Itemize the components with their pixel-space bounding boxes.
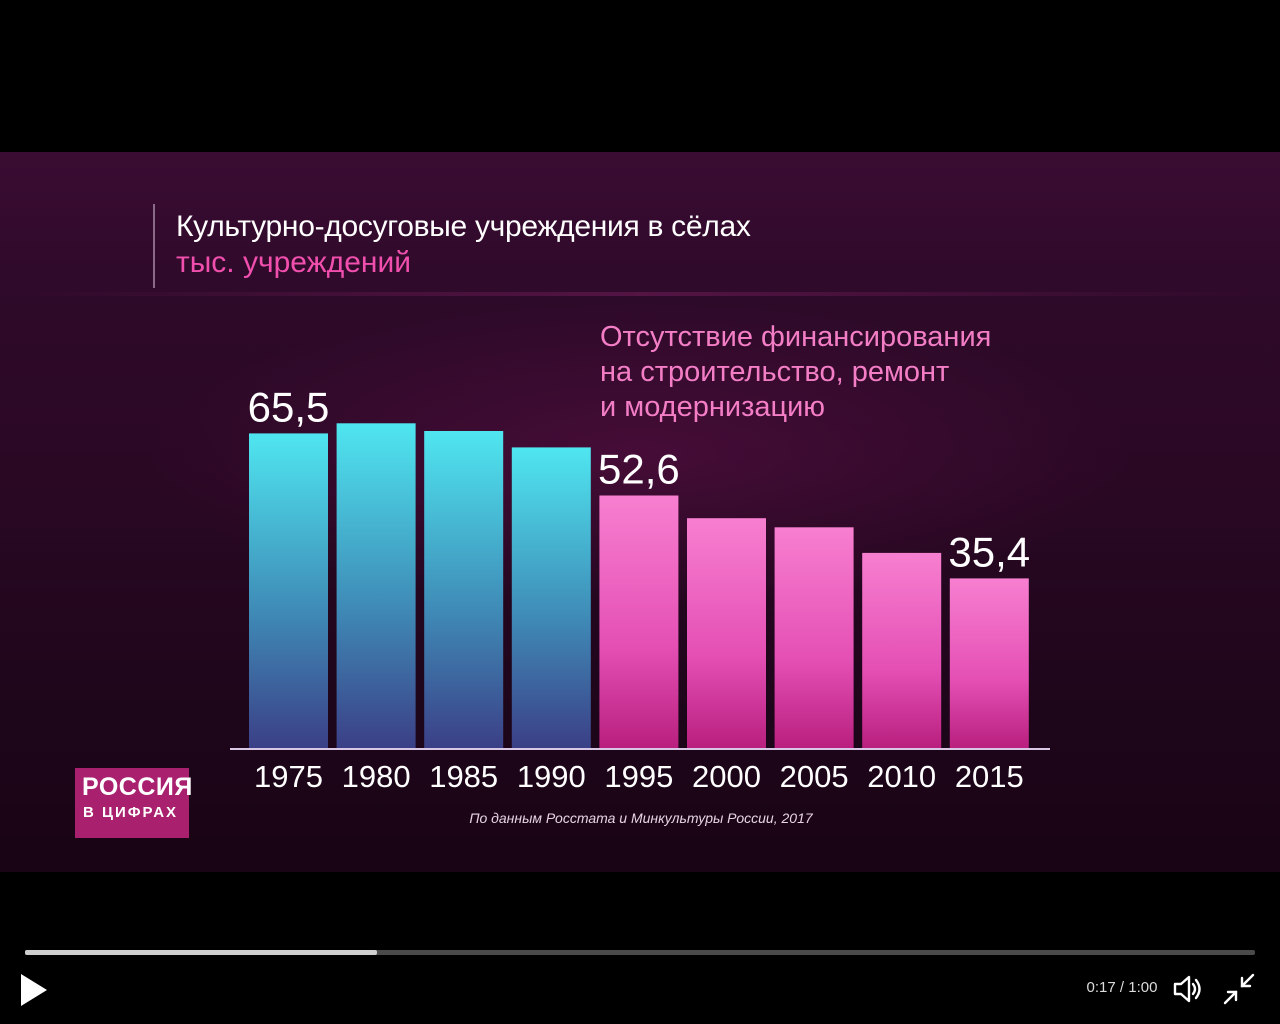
bar-1985	[424, 431, 504, 749]
x-tick-label: 1975	[254, 759, 323, 794]
bar-chart: 65,5 52,6 35,4 1975 1980 1985 1990 1995 2000 200…	[230, 383, 1050, 794]
chart-subtitle: тыс. учреждений	[176, 246, 411, 279]
x-tick-label: 2015	[955, 759, 1024, 794]
volume-button[interactable]	[1172, 972, 1206, 1006]
bar-1980	[336, 423, 416, 749]
progress-bar[interactable]	[25, 950, 1255, 955]
play-button[interactable]	[16, 970, 52, 1010]
annotation-line: на строительство, ремонт	[600, 356, 950, 388]
chart-title: Культурно-досуговые учреждения в сёлах	[176, 210, 751, 243]
title-rule	[153, 204, 155, 288]
annotation-line: Отсутствие финансирования	[600, 321, 992, 353]
logo-line-2: В ЦИФРАХ	[83, 804, 179, 821]
volume-icon	[1173, 975, 1201, 1003]
bar-1995	[599, 495, 679, 749]
bar-1975	[249, 433, 328, 749]
bar-2015	[949, 578, 1029, 749]
data-label: 35,4	[948, 528, 1030, 575]
bar-2010	[862, 552, 942, 749]
logo-line-1: РОССИЯ	[82, 773, 193, 801]
x-tick-label: 2010	[867, 759, 936, 794]
x-tick-label: 2000	[692, 759, 761, 794]
bar-2000	[687, 518, 766, 749]
play-icon	[21, 974, 47, 1006]
x-tick-label: 1985	[429, 759, 498, 794]
exit-fullscreen-button[interactable]	[1222, 972, 1256, 1006]
progress-fill	[25, 950, 377, 955]
source-note: По данным Росстата и Минкультуры России,…	[0, 810, 1280, 826]
x-tick-label: 2005	[780, 759, 849, 794]
x-tick-label: 1980	[342, 759, 411, 794]
bar-1990	[511, 447, 591, 749]
video-frame[interactable]: Культурно-досуговые учреждения в сёлах т…	[0, 152, 1280, 872]
x-tick-label: 1995	[604, 759, 673, 794]
exit-fullscreen-icon	[1223, 973, 1255, 1005]
time-display: 0:17 / 1:00	[1086, 979, 1158, 996]
annotation-line: и модернизацию	[600, 391, 826, 423]
chart-annotation: Отсутствие финансирования на строительст…	[600, 320, 1060, 425]
data-label: 65,5	[248, 383, 330, 430]
background-band	[0, 292, 1280, 296]
bar-2005	[774, 527, 854, 749]
source-text: По данным Росстата и Минкультуры России,…	[469, 810, 813, 826]
data-label: 52,6	[598, 446, 680, 493]
rossiya-v-tsifrakh-logo: РОССИЯ В ЦИФРАХ	[75, 768, 192, 838]
x-tick-label: 1990	[517, 759, 586, 794]
